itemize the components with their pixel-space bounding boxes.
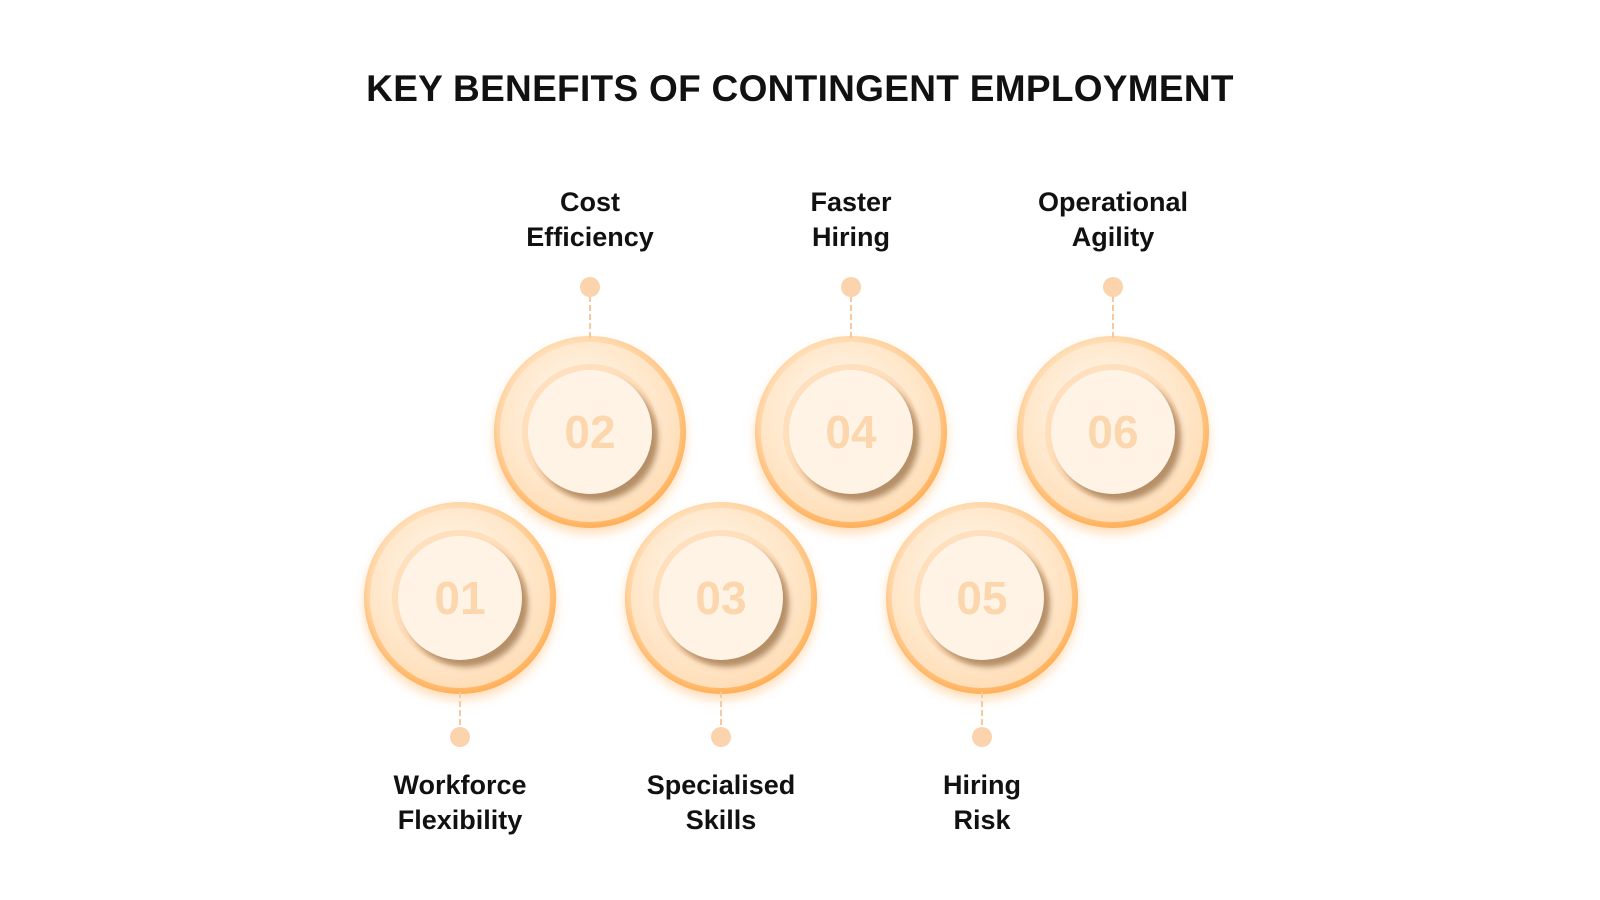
benefit-label-line2: Agility xyxy=(1071,222,1155,252)
page-title: KEY BENEFITS OF CONTINGENT EMPLOYMENT xyxy=(366,68,1234,109)
benefit-label-line2: Hiring xyxy=(812,222,890,252)
connector-line xyxy=(850,296,852,338)
connector-line xyxy=(459,692,461,734)
benefit-03: 03 Specialised Skills xyxy=(625,502,817,835)
ring-inner xyxy=(398,536,522,660)
benefit-05: 05 Hiring Risk xyxy=(886,502,1078,835)
connector-dot xyxy=(450,727,470,747)
benefit-01: 01 Workforce Flexibility xyxy=(364,502,556,835)
connector-dot xyxy=(580,277,600,297)
benefit-label: Cost Efficiency xyxy=(460,185,720,255)
connector-dot xyxy=(841,277,861,297)
connector-dot xyxy=(1103,277,1123,297)
benefit-label: Workforce Flexibility xyxy=(330,768,590,838)
benefit-02: 02 Cost Efficiency xyxy=(494,187,686,528)
benefit-label: Hiring Risk xyxy=(852,768,1112,838)
ring-inner xyxy=(659,536,783,660)
connector-line xyxy=(589,296,591,338)
benefit-number: 04 xyxy=(825,406,877,458)
benefit-label-line1: Specialised xyxy=(646,770,796,800)
benefit-label: Specialised Skills xyxy=(591,768,851,838)
ring-inner xyxy=(920,536,1044,660)
benefit-number: 01 xyxy=(434,572,486,624)
benefit-label-line1: Hiring xyxy=(943,770,1021,800)
benefit-label: Operational Agility xyxy=(983,185,1243,255)
benefit-label-line2: Risk xyxy=(953,805,1011,835)
benefit-number: 02 xyxy=(564,406,616,458)
connector-line xyxy=(981,692,983,734)
connector-dot xyxy=(972,727,992,747)
connector-line xyxy=(1112,296,1114,338)
benefit-label-line1: Faster xyxy=(810,187,892,217)
connector-line xyxy=(720,692,722,734)
benefit-label-line1: Operational xyxy=(1037,187,1189,217)
benefit-label-line1: Cost xyxy=(560,187,620,217)
benefit-number: 05 xyxy=(956,572,1008,624)
benefit-label: Faster Hiring xyxy=(721,185,981,255)
benefit-label-line2: Flexibility xyxy=(397,805,523,835)
benefit-label-line1: Workforce xyxy=(393,770,527,800)
benefit-04: 04 Faster Hiring xyxy=(755,187,947,528)
benefit-number: 03 xyxy=(695,572,747,624)
benefit-06: 06 Operational Agility xyxy=(1017,187,1209,528)
benefit-label-line2: Efficiency xyxy=(526,222,654,252)
benefit-number: 06 xyxy=(1087,406,1139,458)
benefit-label-line2: Skills xyxy=(685,805,757,835)
ring-inner xyxy=(789,370,913,494)
ring-inner xyxy=(1051,370,1175,494)
ring-inner xyxy=(528,370,652,494)
connector-dot xyxy=(711,727,731,747)
